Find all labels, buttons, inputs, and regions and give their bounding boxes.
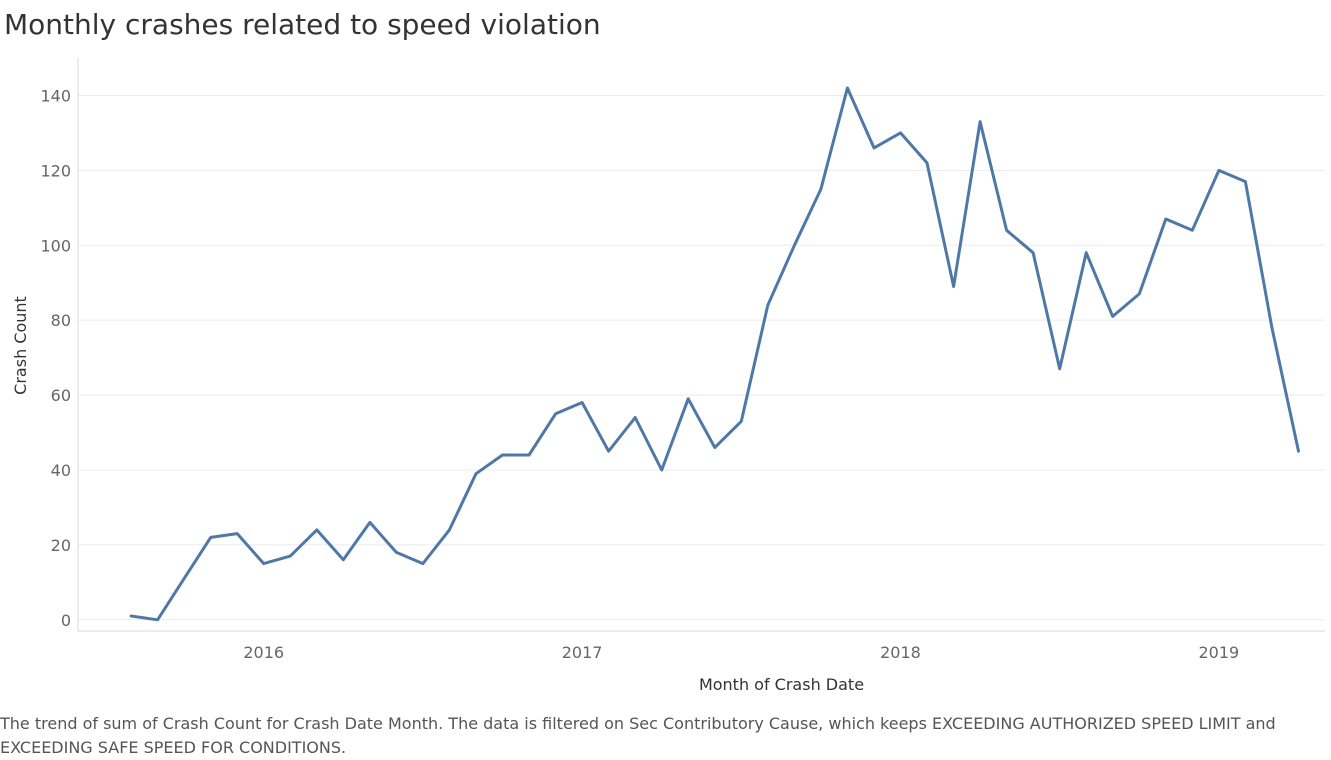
y-axis-ticks: 0 20 40 60 80 100 120 140 <box>40 86 71 629</box>
x-tick-label: 2017 <box>562 643 603 662</box>
x-tick-label: 2018 <box>880 643 921 662</box>
y-axis-title: Crash Count <box>11 296 30 395</box>
line-chart: 0 20 40 60 80 100 120 140 2016 2017 2018 2019 Mont… <box>11 58 1325 694</box>
y-tick-label: 80 <box>51 311 71 330</box>
series-line-crash-count <box>129 86 1300 622</box>
chart-caption: The trend of sum of Crash Count for Cras… <box>0 714 1276 757</box>
x-axis-title: Month of Crash Date <box>699 675 864 694</box>
x-tick-label: 2016 <box>243 643 284 662</box>
y-tick-label: 140 <box>40 86 71 105</box>
gridlines <box>78 94 1325 621</box>
y-tick-label: 60 <box>51 386 71 405</box>
x-tick-label: 2019 <box>1199 643 1240 662</box>
x-axis-ticks: 2016 2017 2018 2019 <box>243 643 1239 662</box>
y-tick-label: 20 <box>51 536 71 555</box>
y-tick-label: 0 <box>61 611 71 630</box>
chart-title: Monthly crashes related to speed violati… <box>4 8 601 41</box>
y-tick-label: 120 <box>40 161 71 180</box>
y-tick-label: 100 <box>40 236 71 255</box>
y-tick-label: 40 <box>51 461 71 480</box>
